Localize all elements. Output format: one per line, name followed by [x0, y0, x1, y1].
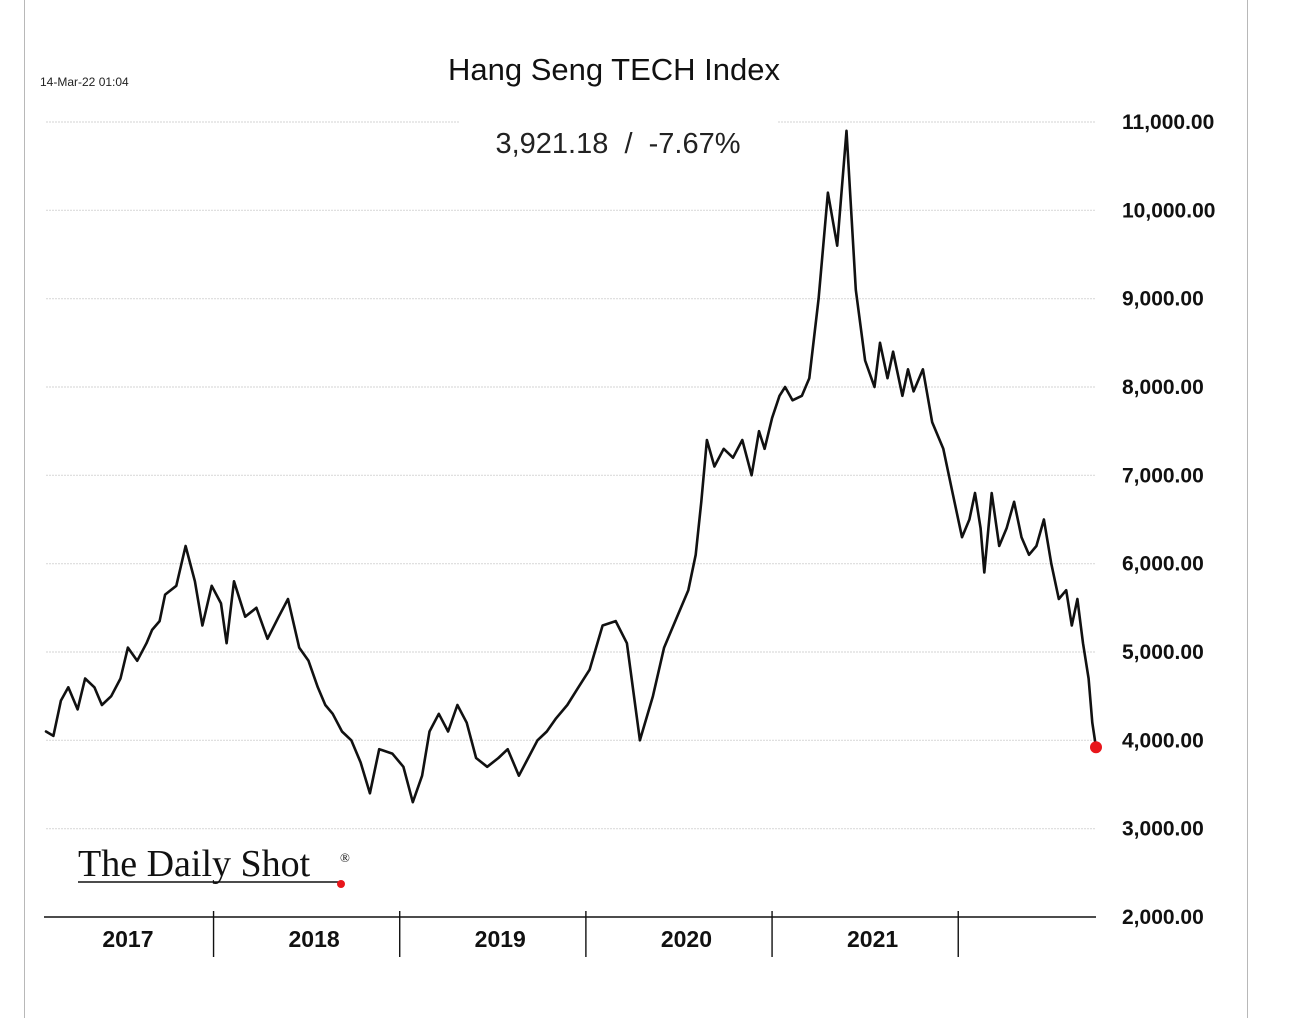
x-axis-labels: 2017 2018 2019 2020 2021: [102, 926, 898, 952]
y-tick-label: 9,000.00: [1122, 288, 1204, 311]
daily-shot-logo: The Daily Shot ®: [78, 843, 350, 888]
y-tick-label: 5,000.00: [1122, 641, 1204, 664]
x-tick-label: 2018: [288, 926, 339, 952]
last-value-summary: 3,921.18 / -7.67%: [495, 128, 740, 160]
series-line-hang-seng-tech: [44, 129, 1098, 804]
y-tick-label: 11,000.00: [1122, 111, 1214, 134]
summary-backdrop: [460, 112, 778, 174]
logo-red-dot: [337, 880, 345, 888]
logo-text: The Daily Shot: [78, 843, 311, 885]
x-tick-label: 2021: [847, 926, 898, 952]
last-value-marker: [1090, 741, 1102, 754]
y-tick-label: 7,000.00: [1122, 464, 1204, 487]
x-axis: [44, 911, 1096, 957]
x-tick-label: 2017: [102, 926, 153, 952]
y-tick-label: 10,000.00: [1122, 199, 1215, 222]
y-tick-label: 3,000.00: [1122, 818, 1204, 841]
chart-frame: [24, 0, 1248, 1018]
y-axis-labels: 11,000.00 10,000.00 9,000.00 8,000.00 7,000.…: [1122, 111, 1215, 929]
y-tick-label: 8,000.00: [1122, 376, 1204, 399]
chart-title: Hang Seng TECH Index: [448, 52, 781, 87]
x-tick-label: 2019: [475, 926, 526, 952]
chart-timestamp: 14-Mar-22 01:04: [40, 75, 129, 89]
y-tick-label: 4,000.00: [1122, 729, 1204, 752]
registered-mark: ®: [340, 850, 350, 865]
gridlines: [46, 121, 1096, 830]
y-tick-label: 2,000.00: [1122, 906, 1204, 929]
x-tick-label: 2020: [661, 926, 712, 952]
y-tick-label: 6,000.00: [1122, 553, 1204, 576]
